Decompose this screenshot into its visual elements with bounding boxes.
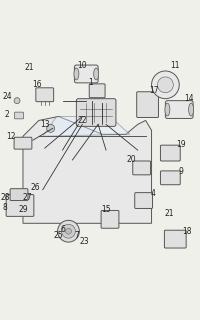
Circle shape [65, 228, 71, 234]
Text: 25: 25 [53, 231, 63, 240]
Ellipse shape [188, 103, 193, 116]
Text: 13: 13 [40, 120, 49, 129]
Ellipse shape [93, 68, 98, 80]
Ellipse shape [74, 68, 78, 80]
FancyBboxPatch shape [165, 101, 192, 118]
Text: 27: 27 [22, 193, 32, 202]
Circle shape [14, 98, 20, 104]
Text: 12: 12 [6, 132, 16, 141]
Text: 4: 4 [150, 189, 155, 198]
Text: 21: 21 [164, 209, 173, 218]
FancyBboxPatch shape [6, 195, 34, 216]
Text: 22: 22 [77, 116, 87, 125]
FancyBboxPatch shape [14, 137, 32, 149]
FancyBboxPatch shape [134, 193, 152, 208]
FancyBboxPatch shape [136, 92, 158, 117]
Text: 2: 2 [5, 110, 9, 119]
FancyBboxPatch shape [36, 88, 53, 102]
Text: 24: 24 [2, 92, 12, 101]
Polygon shape [23, 116, 151, 223]
Text: 29: 29 [18, 205, 28, 214]
FancyBboxPatch shape [89, 84, 105, 98]
Text: 10: 10 [77, 60, 87, 69]
Text: 8: 8 [3, 203, 8, 212]
Text: 20: 20 [126, 156, 136, 164]
FancyBboxPatch shape [10, 189, 28, 201]
Text: 6: 6 [60, 225, 65, 234]
Text: 19: 19 [176, 140, 185, 149]
FancyBboxPatch shape [132, 161, 150, 175]
Text: 21: 21 [24, 62, 33, 72]
Text: 1: 1 [87, 78, 92, 87]
Text: 11: 11 [170, 60, 179, 69]
FancyBboxPatch shape [160, 171, 179, 185]
Text: 26: 26 [30, 183, 39, 192]
Text: 23: 23 [79, 236, 89, 246]
Text: 9: 9 [178, 167, 183, 176]
FancyBboxPatch shape [15, 112, 23, 119]
Text: 15: 15 [101, 205, 110, 214]
Circle shape [61, 224, 75, 238]
Ellipse shape [164, 103, 169, 116]
Ellipse shape [157, 77, 172, 93]
Circle shape [46, 124, 54, 132]
Text: 16: 16 [32, 80, 41, 89]
FancyBboxPatch shape [160, 145, 179, 161]
Text: 14: 14 [183, 94, 193, 103]
FancyBboxPatch shape [74, 65, 98, 83]
Text: 17: 17 [148, 86, 158, 95]
FancyBboxPatch shape [164, 230, 185, 248]
Ellipse shape [151, 71, 178, 99]
FancyBboxPatch shape [101, 211, 118, 228]
Circle shape [57, 220, 79, 242]
FancyBboxPatch shape [76, 99, 115, 126]
Text: 28: 28 [0, 193, 10, 202]
Text: 18: 18 [181, 227, 191, 236]
Text: 7: 7 [74, 231, 78, 240]
Polygon shape [43, 116, 129, 136]
